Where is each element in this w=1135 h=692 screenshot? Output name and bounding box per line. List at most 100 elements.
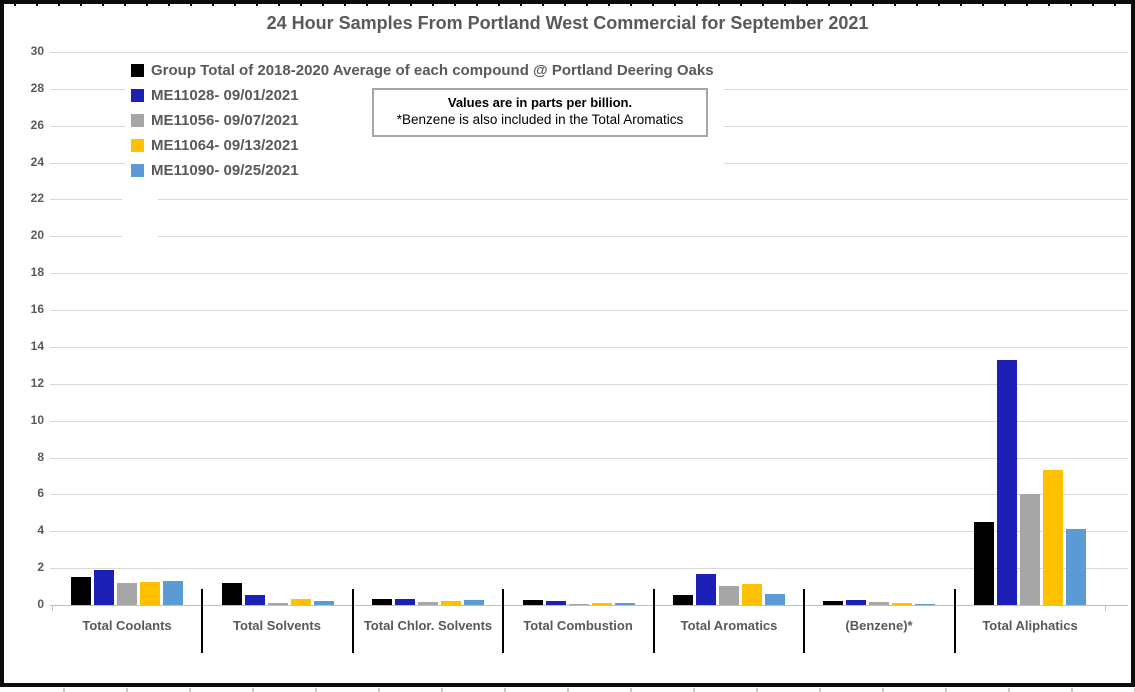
top-ruler-tick [1048,0,1050,6]
bar [222,583,242,605]
x-axis-category-label: Total Coolants [82,618,172,633]
top-ruler-tick [872,0,874,6]
bar [523,600,543,605]
bottom-ruler-tick [504,688,506,692]
x-axis-category-label: Total Solvents [233,618,321,633]
bar [464,600,484,605]
x-axis-category-label: Total Combustion [523,618,633,633]
legend-item: Group Total of 2018-2020 Average of each… [131,58,714,83]
y-axis-tick-label: 8 [37,450,44,464]
legend-swatch-icon [131,64,144,77]
bar [117,583,137,605]
bottom-ruler-tick [693,688,695,692]
top-ruler-tick [542,0,544,6]
gridline [50,568,1128,569]
y-axis-tick-label: 6 [37,486,44,500]
note-line-2: *Benzene is also included in the Total A… [396,112,684,127]
note-box: Values are in parts per billion. *Benzen… [372,88,708,137]
x-axis-category-label: Total Aromatics [680,618,778,633]
legend-item-label: ME11056- 09/07/2021 [151,112,299,129]
bar [997,360,1017,605]
bar [592,603,612,605]
legend-background-patch [122,186,158,248]
top-ruler-tick [806,0,808,6]
top-ruler-tick [1070,0,1072,6]
top-ruler-tick [344,0,346,6]
bar [823,601,843,605]
top-ruler-tick [960,0,962,6]
top-ruler-tick [784,0,786,6]
bar [163,581,183,605]
bar [1020,494,1040,605]
bar [372,599,392,605]
bottom-ruler-tick [819,688,821,692]
top-ruler-tick [718,0,720,6]
top-ruler-tick [630,0,632,6]
bar [615,603,635,605]
y-axis-tick-label: 20 [30,228,44,242]
bar [846,600,866,605]
gridline [50,384,1128,385]
x-axis-category-label: Total Chlor. Solvents [363,618,493,633]
x-axis-category-label: (Benzene)* [845,618,913,633]
gridline [50,347,1128,348]
top-ruler-tick [982,0,984,6]
top-ruler-tick [102,0,104,6]
top-ruler-tick [1092,0,1094,6]
gridline [50,421,1128,422]
bar [441,601,461,605]
legend-swatch-icon [131,89,144,102]
legend-item: ME11056- 09/07/2021 [131,108,714,133]
top-ruler-tick [278,0,280,6]
y-axis-tick-label: 26 [30,118,44,132]
legend-item-label: ME11064- 09/13/2021 [151,137,299,154]
bar [974,522,994,605]
legend-item: ME11028- 09/01/2021 [131,83,714,108]
legend-item-label: Group Total of 2018-2020 Average of each… [151,62,714,79]
top-ruler-tick [366,0,368,6]
bar [314,601,334,605]
gridline [50,52,1128,53]
y-axis-tick-label: 22 [30,191,44,205]
top-ruler-tick [696,0,698,6]
bar [569,604,589,605]
top-ruler-tick [916,0,918,6]
gridline [50,273,1128,274]
bar [245,595,265,605]
y-axis-tick-label: 16 [30,302,44,316]
top-ruler-tick [674,0,676,6]
bar [696,574,716,605]
top-ruler-tick [1114,0,1116,6]
bottom-ruler-tick [756,688,758,692]
top-ruler-tick [410,0,412,6]
bottom-ruler-tick [189,688,191,692]
bar [719,586,739,605]
top-ruler-tick [476,0,478,6]
bar [71,577,91,605]
top-ruler-tick [652,0,654,6]
top-ruler-tick [256,0,258,6]
top-ruler-tick [146,0,148,6]
legend-item-label: ME11028- 09/01/2021 [151,87,299,104]
bottom-ruler-tick [882,688,884,692]
top-ruler-tick [80,0,82,6]
top-ruler-tick [168,0,170,6]
y-axis-tick-label: 12 [30,376,44,390]
bar [673,595,693,605]
top-ruler-tick [938,0,940,6]
y-axis-tick-label: 2 [37,560,44,574]
chart-title: 24 Hour Samples From Portland West Comme… [266,13,869,33]
bottom-ruler-tick [252,688,254,692]
x-axis-line [50,605,1128,606]
bar [546,601,566,605]
category-separator [803,589,805,653]
top-ruler-tick [828,0,830,6]
bar [418,602,438,605]
top-ruler-tick [124,0,126,6]
top-ruler-tick [1004,0,1006,6]
y-axis-tick-label: 18 [30,265,44,279]
top-ruler-tick [36,0,38,6]
legend-swatch-icon [131,139,144,152]
bar [268,603,288,605]
top-ruler-tick [586,0,588,6]
